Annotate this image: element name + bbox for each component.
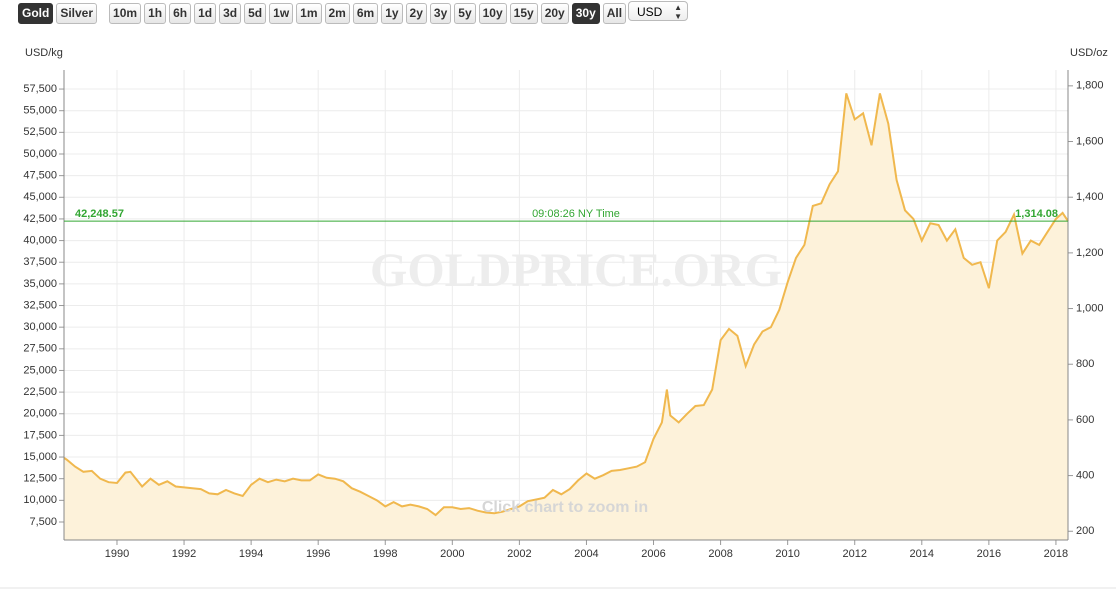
range-button[interactable]: 5y (454, 3, 476, 24)
x-tick-label: 2016 (977, 548, 1001, 560)
x-tick-label: 2010 (775, 548, 799, 560)
range-button[interactable]: 6m (352, 3, 379, 24)
zoom-hint: Click chart to zoom in (482, 499, 648, 516)
range-button[interactable]: 10y (478, 3, 507, 24)
y-tick-label: 15,000 (23, 451, 57, 463)
range-button[interactable]: Gold (18, 3, 54, 24)
y-tick-label: 50,000 (23, 148, 57, 160)
x-tick-label: 2014 (910, 548, 934, 560)
range-button[interactable]: 1d (194, 3, 217, 24)
watermark: GOLDPRICE.ORG (370, 244, 782, 297)
y-tick-label: 42,500 (23, 213, 57, 225)
y-tick-label: 35,000 (23, 278, 57, 290)
y-tick-label: 32,500 (23, 299, 57, 311)
y-tick-label: 27,500 (23, 343, 57, 355)
range-button[interactable]: 1w (269, 3, 294, 24)
y-tick-label: 25,000 (23, 364, 57, 376)
y2-axis-label: USD/oz (1070, 47, 1108, 59)
range-button[interactable]: 10m (109, 3, 142, 24)
x-tick-label: 1996 (306, 548, 330, 560)
y2-tick-label: 1,800 (1076, 80, 1104, 92)
y-tick-label: 22,500 (23, 386, 57, 398)
y-tick-label: 45,000 (23, 191, 57, 203)
price-line (63, 93, 1069, 517)
x-tick-label: 2008 (708, 548, 732, 560)
y-tick-label: 40,000 (23, 234, 57, 246)
x-tick-label: 2012 (842, 548, 866, 560)
range-button[interactable]: 2y (405, 3, 427, 24)
y-tick-label: 52,500 (23, 126, 57, 138)
range-button[interactable]: 3y (429, 3, 452, 24)
y-axis-label: USD/kg (25, 47, 63, 59)
range-button[interactable]: 30y (571, 3, 600, 24)
y-tick-label: 7,500 (29, 516, 57, 528)
y-tick-label: 57,500 (23, 83, 57, 95)
currency-label: USD (637, 5, 663, 19)
x-tick-label: 2004 (574, 548, 598, 560)
y-tick-label: 10,000 (23, 494, 57, 506)
x-tick-label: 1990 (105, 548, 129, 560)
y-tick-label: 55,000 (23, 105, 57, 117)
x-tick-label: 1992 (172, 548, 196, 560)
y-tick-label: 20,000 (23, 408, 57, 420)
range-button[interactable]: 5d (244, 3, 267, 24)
x-tick-label: 2000 (440, 548, 464, 560)
y2-tick-label: 200 (1076, 525, 1094, 537)
y2-tick-label: 800 (1076, 358, 1094, 370)
reference-time: 09:08:26 NY Time (532, 208, 620, 220)
x-tick-label: 1994 (239, 548, 263, 560)
range-button[interactable]: 15y (509, 3, 538, 24)
y2-tick-label: 600 (1076, 414, 1094, 426)
x-tick-label: 2002 (507, 548, 531, 560)
y2-tick-label: 400 (1076, 469, 1094, 481)
x-tick-label: 2018 (1044, 548, 1068, 560)
y-tick-label: 47,500 (23, 170, 57, 182)
range-button[interactable]: Silver (56, 3, 98, 24)
reference-y2-value: 1,314.08 (1015, 208, 1058, 220)
range-button[interactable]: 3d (219, 3, 242, 24)
x-tick-label: 2006 (641, 548, 665, 560)
range-button[interactable]: 1m (296, 3, 322, 24)
currency-select[interactable]: USD ▲ ▼ (628, 1, 688, 21)
reference-value: 42,248.57 (75, 208, 124, 220)
y-tick-label: 12,500 (23, 473, 57, 485)
y2-tick-label: 1,600 (1076, 135, 1104, 147)
range-button[interactable]: All (602, 3, 627, 24)
y-tick-label: 37,500 (23, 256, 57, 268)
y-tick-label: 30,000 (23, 321, 57, 333)
x-tick-label: 1998 (373, 548, 397, 560)
toolbar: Gold Silver 10m 1h 6h 1d 3d 5d 1w 1m 2m 6m 1y 2y 3y 5y 1… (18, 3, 627, 24)
range-button[interactable]: 6h (169, 3, 192, 24)
range-button[interactable]: 2m (324, 3, 350, 24)
y2-tick-label: 1,400 (1076, 191, 1104, 203)
range-button[interactable]: 20y (540, 3, 569, 24)
y2-tick-label: 1,200 (1076, 247, 1104, 259)
y2-tick-label: 1,000 (1076, 302, 1104, 314)
select-arrows: ▲ ▼ (674, 3, 682, 21)
y-tick-label: 17,500 (23, 429, 57, 441)
range-button[interactable]: 1h (144, 3, 167, 24)
range-button[interactable]: 1y (381, 3, 403, 24)
